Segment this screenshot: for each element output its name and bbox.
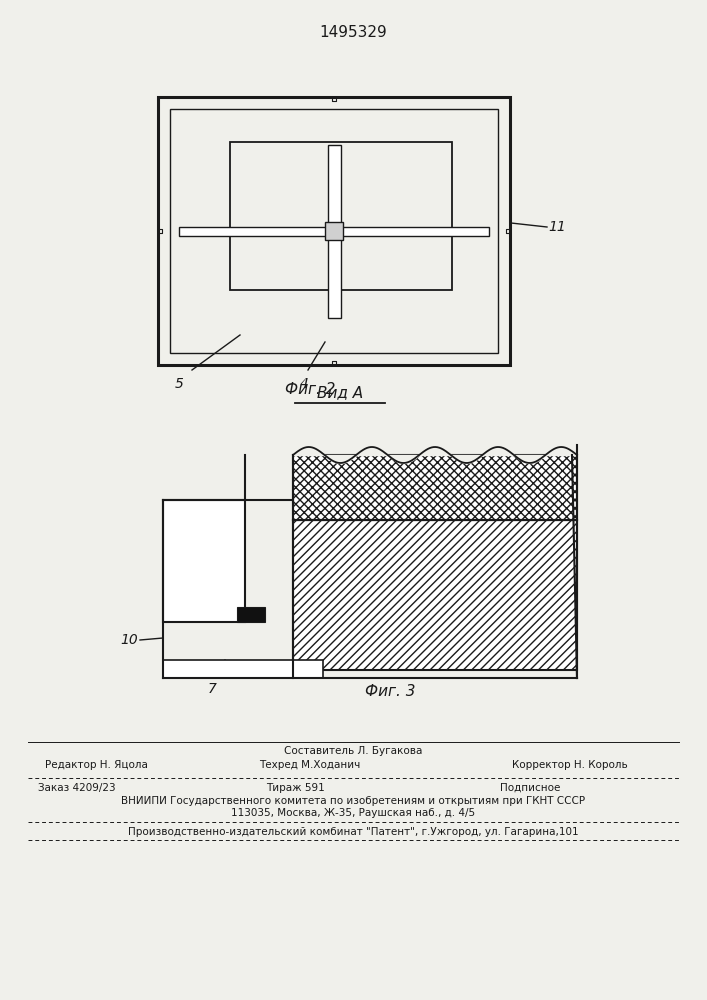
- Text: 113035, Москва, Ж-35, Раушская наб., д. 4/5: 113035, Москва, Ж-35, Раушская наб., д. …: [231, 808, 475, 818]
- Bar: [327, 144, 341, 318]
- Bar: [170, 109, 498, 353]
- Text: Производственно-издательский комбинат "Патент", г.Ужгород, ул. Гагарина,101: Производственно-издательский комбинат "П…: [128, 827, 578, 837]
- Text: Заказ 4209/23: Заказ 4209/23: [38, 783, 116, 793]
- Text: Редактор Н. Яцола: Редактор Н. Яцола: [45, 760, 148, 770]
- Bar: [293, 520, 577, 670]
- Text: 11: 11: [548, 220, 566, 234]
- Text: Составитель Л. Бугакова: Составитель Л. Бугакова: [284, 746, 422, 756]
- Bar: [237, 607, 265, 622]
- Bar: [179, 227, 489, 235]
- Text: Фиг. 3: Фиг. 3: [365, 684, 415, 699]
- Text: 10: 10: [120, 633, 138, 647]
- Text: Фиг. 2: Фиг. 2: [285, 382, 335, 397]
- Text: Вид A: Вид A: [317, 385, 363, 400]
- Text: 5: 5: [175, 377, 184, 391]
- Text: ВНИИПИ Государственного комитета по изобретениям и открытиям при ГКНТ СССР: ВНИИПИ Государственного комитета по изоб…: [121, 796, 585, 806]
- Text: Тираж 591: Тираж 591: [266, 783, 325, 793]
- Text: 7: 7: [208, 682, 217, 696]
- Text: 4: 4: [300, 377, 309, 391]
- Bar: [293, 455, 577, 520]
- Bar: [158, 97, 510, 365]
- Text: 1495329: 1495329: [319, 25, 387, 40]
- Text: Техред М.Ходанич: Техред М.Ходанич: [259, 760, 361, 770]
- Text: Корректор Н. Король: Корректор Н. Король: [512, 760, 628, 770]
- Bar: [163, 660, 323, 678]
- Bar: [325, 222, 343, 240]
- Text: Подписное: Подписное: [500, 783, 560, 793]
- Bar: [163, 500, 245, 622]
- Bar: [230, 142, 452, 290]
